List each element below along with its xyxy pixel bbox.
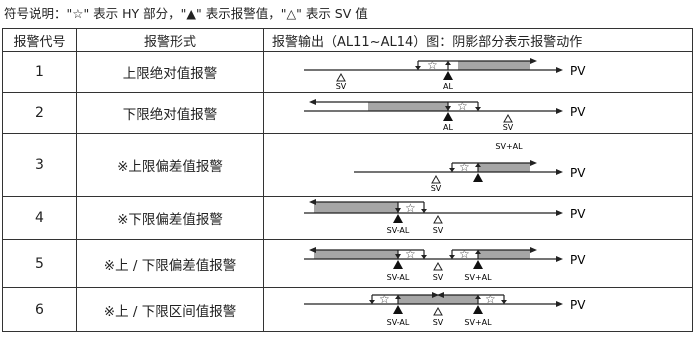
hy-star-icon: ☆ [459,160,470,174]
marker-label: SV+AL [464,318,492,327]
al-marker-icon [473,305,483,314]
alarm-zone [314,250,398,259]
alarm-diagram: SV+AL ☆ SV PV [263,133,693,197]
marker-label: SV [431,184,442,193]
alarm-form: 下限绝对值报警 [76,92,264,134]
marker-label: SV+AL [464,273,492,282]
hy-star-icon: ☆ [485,292,496,306]
alarm-code: 2 [2,92,77,134]
al-marker-icon [473,260,483,269]
table-row: 1 上限绝对值报警 ☆ SV AL PV [2,51,693,93]
table-row: 2 下限绝对值报警 ☆ AL SV PV [2,92,693,134]
marker-label: SV [433,226,444,235]
pv-label: PV [570,64,586,78]
pv-label: PV [570,166,586,180]
alarm-table: 报警代号 报警形式 报警输出（AL11~AL14）图：阴影部分表示报警动作 1 … [2,28,693,332]
marker-label: SV [503,123,514,132]
pv-label: PV [570,253,586,267]
diagram-row-5: ☆ ☆ SV-AL SV SV+AL PV [304,247,586,282]
alarm-code: 4 [2,196,77,240]
alarm-diagram: ☆ ☆ SV-AL SV SV+AL PV [263,287,693,332]
table-row: 3 ※上限偏差值报警 SV+AL ☆ SV PV [2,133,693,197]
alarm-form: ※下限偏差值报警 [76,196,264,240]
marker-label: SV+AL [495,142,523,151]
alarm-form: ※上 / 下限偏差值报警 [76,239,264,288]
alarm-zone [398,295,478,304]
alarm-code: 3 [2,133,77,197]
pv-label: PV [570,105,586,119]
hy-star-icon: ☆ [459,247,470,261]
alarm-code: 1 [2,51,77,93]
alarm-zone [458,61,530,70]
pv-label: PV [570,207,586,221]
diagram-row-1: ☆ SV AL PV [304,58,586,91]
al-marker-icon [443,112,453,121]
al-marker-icon [443,71,453,80]
sv-marker-icon [431,174,441,184]
table-row: 6 ※上 / 下限区间值报警 ☆ ☆ [2,287,693,332]
alarm-zone [368,102,448,111]
header-output: 报警输出（AL11~AL14）图：阴影部分表示报警动作 [263,28,693,52]
sv-marker-icon [503,113,513,123]
table-row: 5 ※上 / 下限偏差值报警 ☆ ☆ [2,239,693,288]
diagram-row-4: ☆ SV-AL SV PV [304,199,586,235]
header-code: 报警代号 [2,28,77,52]
pv-label: PV [570,298,586,312]
marker-label: AL [443,82,453,91]
alarm-code: 5 [2,239,77,288]
marker-label: SV-AL [387,273,410,282]
al-marker-icon [473,173,483,182]
diagram-row-6: ☆ ☆ SV-AL SV SV+AL PV [304,292,586,327]
alarm-form: ※上 / 下限区间值报警 [76,287,264,332]
alarm-zone [478,250,530,259]
marker-label: SV-AL [387,226,410,235]
alarm-diagram: ☆ ☆ SV-AL SV SV+AL PV [263,239,693,288]
al-marker-icon [393,260,403,269]
alarm-form: ※上限偏差值报警 [76,133,264,197]
hy-star-icon: ☆ [457,99,468,113]
sv-marker-icon [433,306,443,316]
marker-label: AL [443,123,453,132]
sv-marker-icon [433,214,443,224]
hy-star-icon: ☆ [405,201,416,215]
hy-star-icon: ☆ [405,247,416,261]
marker-label: SV [336,82,347,91]
diagram-row-3: SV+AL ☆ SV PV [354,142,586,193]
sv-marker-icon [336,72,346,82]
alarm-diagram: ☆ SV AL PV [263,51,693,93]
table-row: 4 ※下限偏差值报警 ☆ SV-AL SV PV [2,196,693,240]
alarm-diagram: ☆ AL SV PV [263,92,693,134]
alarm-form: 上限绝对值报警 [76,51,264,93]
diagram-row-2: ☆ AL SV PV [304,99,586,132]
table-header-row: 报警代号 报警形式 报警输出（AL11~AL14）图：阴影部分表示报警动作 [2,28,693,52]
al-marker-icon [393,305,403,314]
legend-text: 符号说明："☆" 表示 HY 部分，"▲" 表示报警值，"△" 表示 SV 值 [4,6,368,21]
al-marker-icon [393,214,403,223]
alarm-code: 6 [2,287,77,332]
alarm-zone [314,202,398,213]
marker-label: SV [433,273,444,282]
alarm-zone [478,163,530,172]
header-form: 报警形式 [76,28,264,52]
hy-star-icon: ☆ [427,58,438,72]
sv-marker-icon [433,261,443,271]
alarm-diagram: ☆ SV-AL SV PV [263,196,693,240]
marker-label: SV [433,318,444,327]
marker-label: SV-AL [387,318,410,327]
hy-star-icon: ☆ [379,292,390,306]
